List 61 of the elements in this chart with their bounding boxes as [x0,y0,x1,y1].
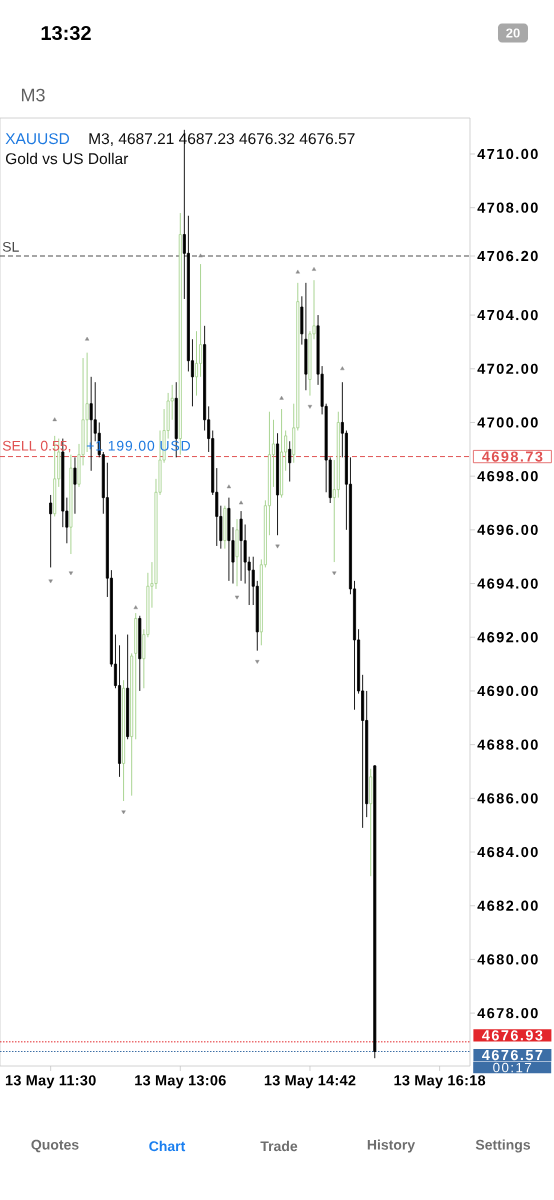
y-tick-label: 4702.00 [477,363,538,374]
y-tick-label: 4692.00 [477,632,538,643]
text: Settings [475,1139,531,1153]
candlestick [288,440,292,482]
y-tick-label: 4704.00 [477,309,538,321]
text: Chart [149,1140,186,1152]
point [332,571,337,576]
point [48,579,53,584]
point [279,395,284,400]
y-tick-label: 4700.00 [477,417,538,428]
candlestick [73,456,77,515]
text: 4698.73 [482,451,543,462]
x-tick-label: 13 May 16:18 [394,1075,486,1089]
point [226,484,232,489]
point [68,571,74,576]
point [121,810,126,815]
x-tick-label: 13 May 11:30 [5,1075,96,1089]
text: 13:32 [41,25,91,41]
text: XAUUSD [5,133,70,145]
point [52,417,57,422]
y-tick-label: 4688.00 [477,739,538,750]
text: 4676.57 [482,1049,543,1061]
y-tick-label: 4698.00 [477,471,538,482]
y-tick-label: 4694.00 [477,578,538,589]
text: M3 [21,88,45,102]
x-tick-label: 13 May 13:06 [135,1075,226,1089]
y-tick-label: 4706.20 [477,250,538,262]
point [255,660,260,664]
text: Gold vs US Dollar [5,152,129,165]
point [198,253,203,258]
y-tick-label: 4682.00 [477,900,538,911]
y-tick-label: 4678.00 [477,1007,538,1019]
text: History [367,1139,416,1153]
y-tick-label: 4696.00 [477,524,538,535]
point [85,336,90,341]
point [295,269,300,274]
text: Trade [260,1140,298,1152]
ref-line-label: SL [2,241,19,252]
point [234,595,240,600]
text: Quotes [31,1139,79,1153]
point [238,500,244,505]
y-tick-label: 4686.00 [477,793,538,804]
y-tick-label: 4708.00 [477,202,538,213]
candlestick [49,494,53,568]
point [307,405,313,409]
y-tick-label: 4710.00 [477,148,538,160]
y-tick-label: 4690.00 [477,685,538,697]
candlestick [239,510,243,582]
text: 00:17 [493,1062,532,1073]
x-tick-label: 13 May 14:42 [264,1075,356,1089]
point [340,366,345,371]
y-tick-label: 4684.00 [477,846,538,858]
point [133,605,138,610]
text: 20 [506,28,520,38]
candlestick [207,405,211,453]
candlestick [199,263,203,378]
text: 4676.93 [482,1030,543,1041]
point [311,267,317,271]
point [275,544,280,549]
candlestick [195,330,198,397]
y-tick-label: 4680.00 [477,954,538,965]
